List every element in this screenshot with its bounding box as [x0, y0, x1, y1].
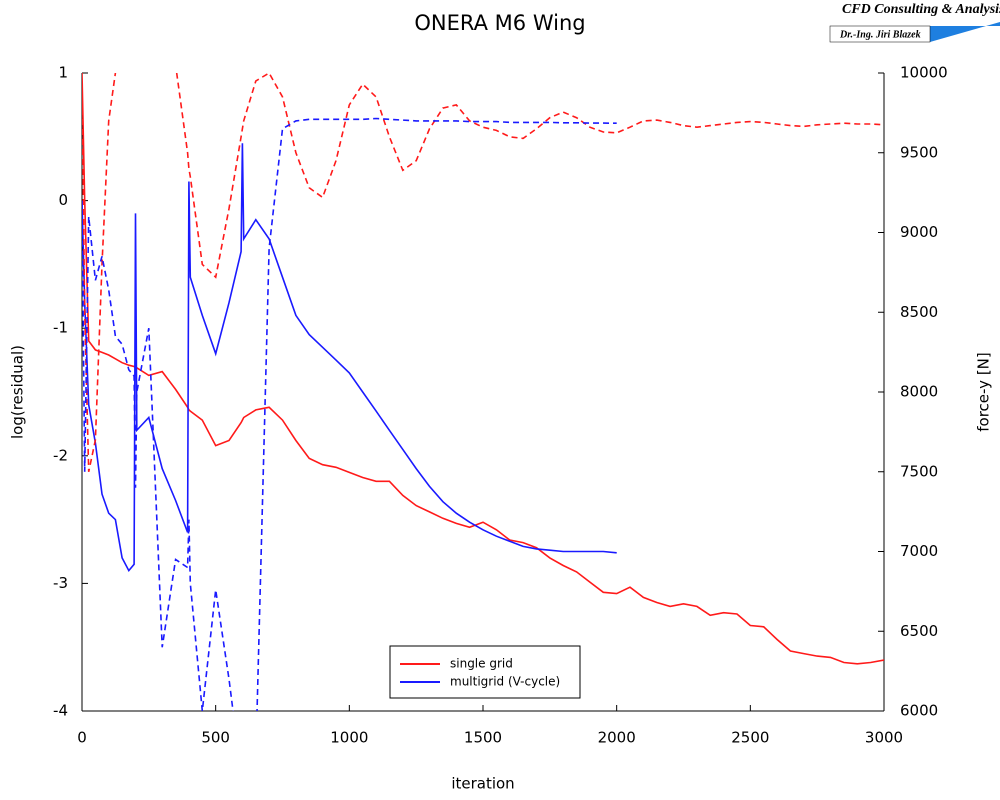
logo-title: CFD Consulting & Analysis: [842, 2, 1000, 17]
chart-title: ONERA M6 Wing: [414, 11, 585, 35]
y2-tick-label: 6500: [900, 622, 938, 640]
y-tick-label: 1: [58, 64, 68, 82]
x-tick-label: 1000: [330, 729, 368, 747]
y2-tick-label: 8500: [900, 303, 938, 321]
force-line: [82, 117, 617, 711]
y2-tick-label: 9000: [900, 223, 938, 241]
logo-box: [829, 25, 931, 43]
x-tick-label: 2000: [598, 729, 636, 747]
legend-label: multigrid (V-cycle): [450, 675, 560, 689]
y-tick-label: 0: [58, 191, 68, 209]
logo-subtitle: Dr.-Ing. Jiri Blazek: [839, 29, 921, 40]
y2-axis-label: force-y [N]: [975, 352, 993, 432]
x-tick-label: 2500: [731, 729, 769, 747]
x-tick-label: 3000: [865, 729, 903, 747]
x-tick-label: 1500: [464, 729, 502, 747]
y2-tick-label: 6000: [900, 702, 938, 720]
y2-tick-label: 10000: [900, 64, 948, 82]
x-tick-label: 0: [77, 729, 87, 747]
y-tick-label: -3: [53, 574, 68, 592]
y2-tick-label: 7500: [900, 462, 938, 480]
residual-line: [82, 73, 884, 665]
axes: [81, 73, 885, 712]
y-tick-label: -2: [53, 446, 68, 464]
y-tick-label: -4: [53, 702, 68, 720]
y-tick-label: -1: [53, 319, 68, 337]
legend-box: [389, 645, 581, 699]
legend-label: single grid: [450, 657, 513, 671]
y2-tick-label: 7000: [900, 542, 938, 560]
x-axis-label: iteration: [451, 775, 514, 793]
residual-line: [82, 143, 617, 573]
force-line: [82, 73, 884, 472]
y-axis-label: log(residual): [9, 345, 27, 439]
y2-tick-label: 8000: [900, 383, 938, 401]
x-tick-label: 500: [201, 729, 230, 747]
y2-tick-label: 9500: [900, 143, 938, 161]
logo: CFD Consulting & Analysis Dr.-Ing. Jiri …: [829, 2, 1000, 43]
